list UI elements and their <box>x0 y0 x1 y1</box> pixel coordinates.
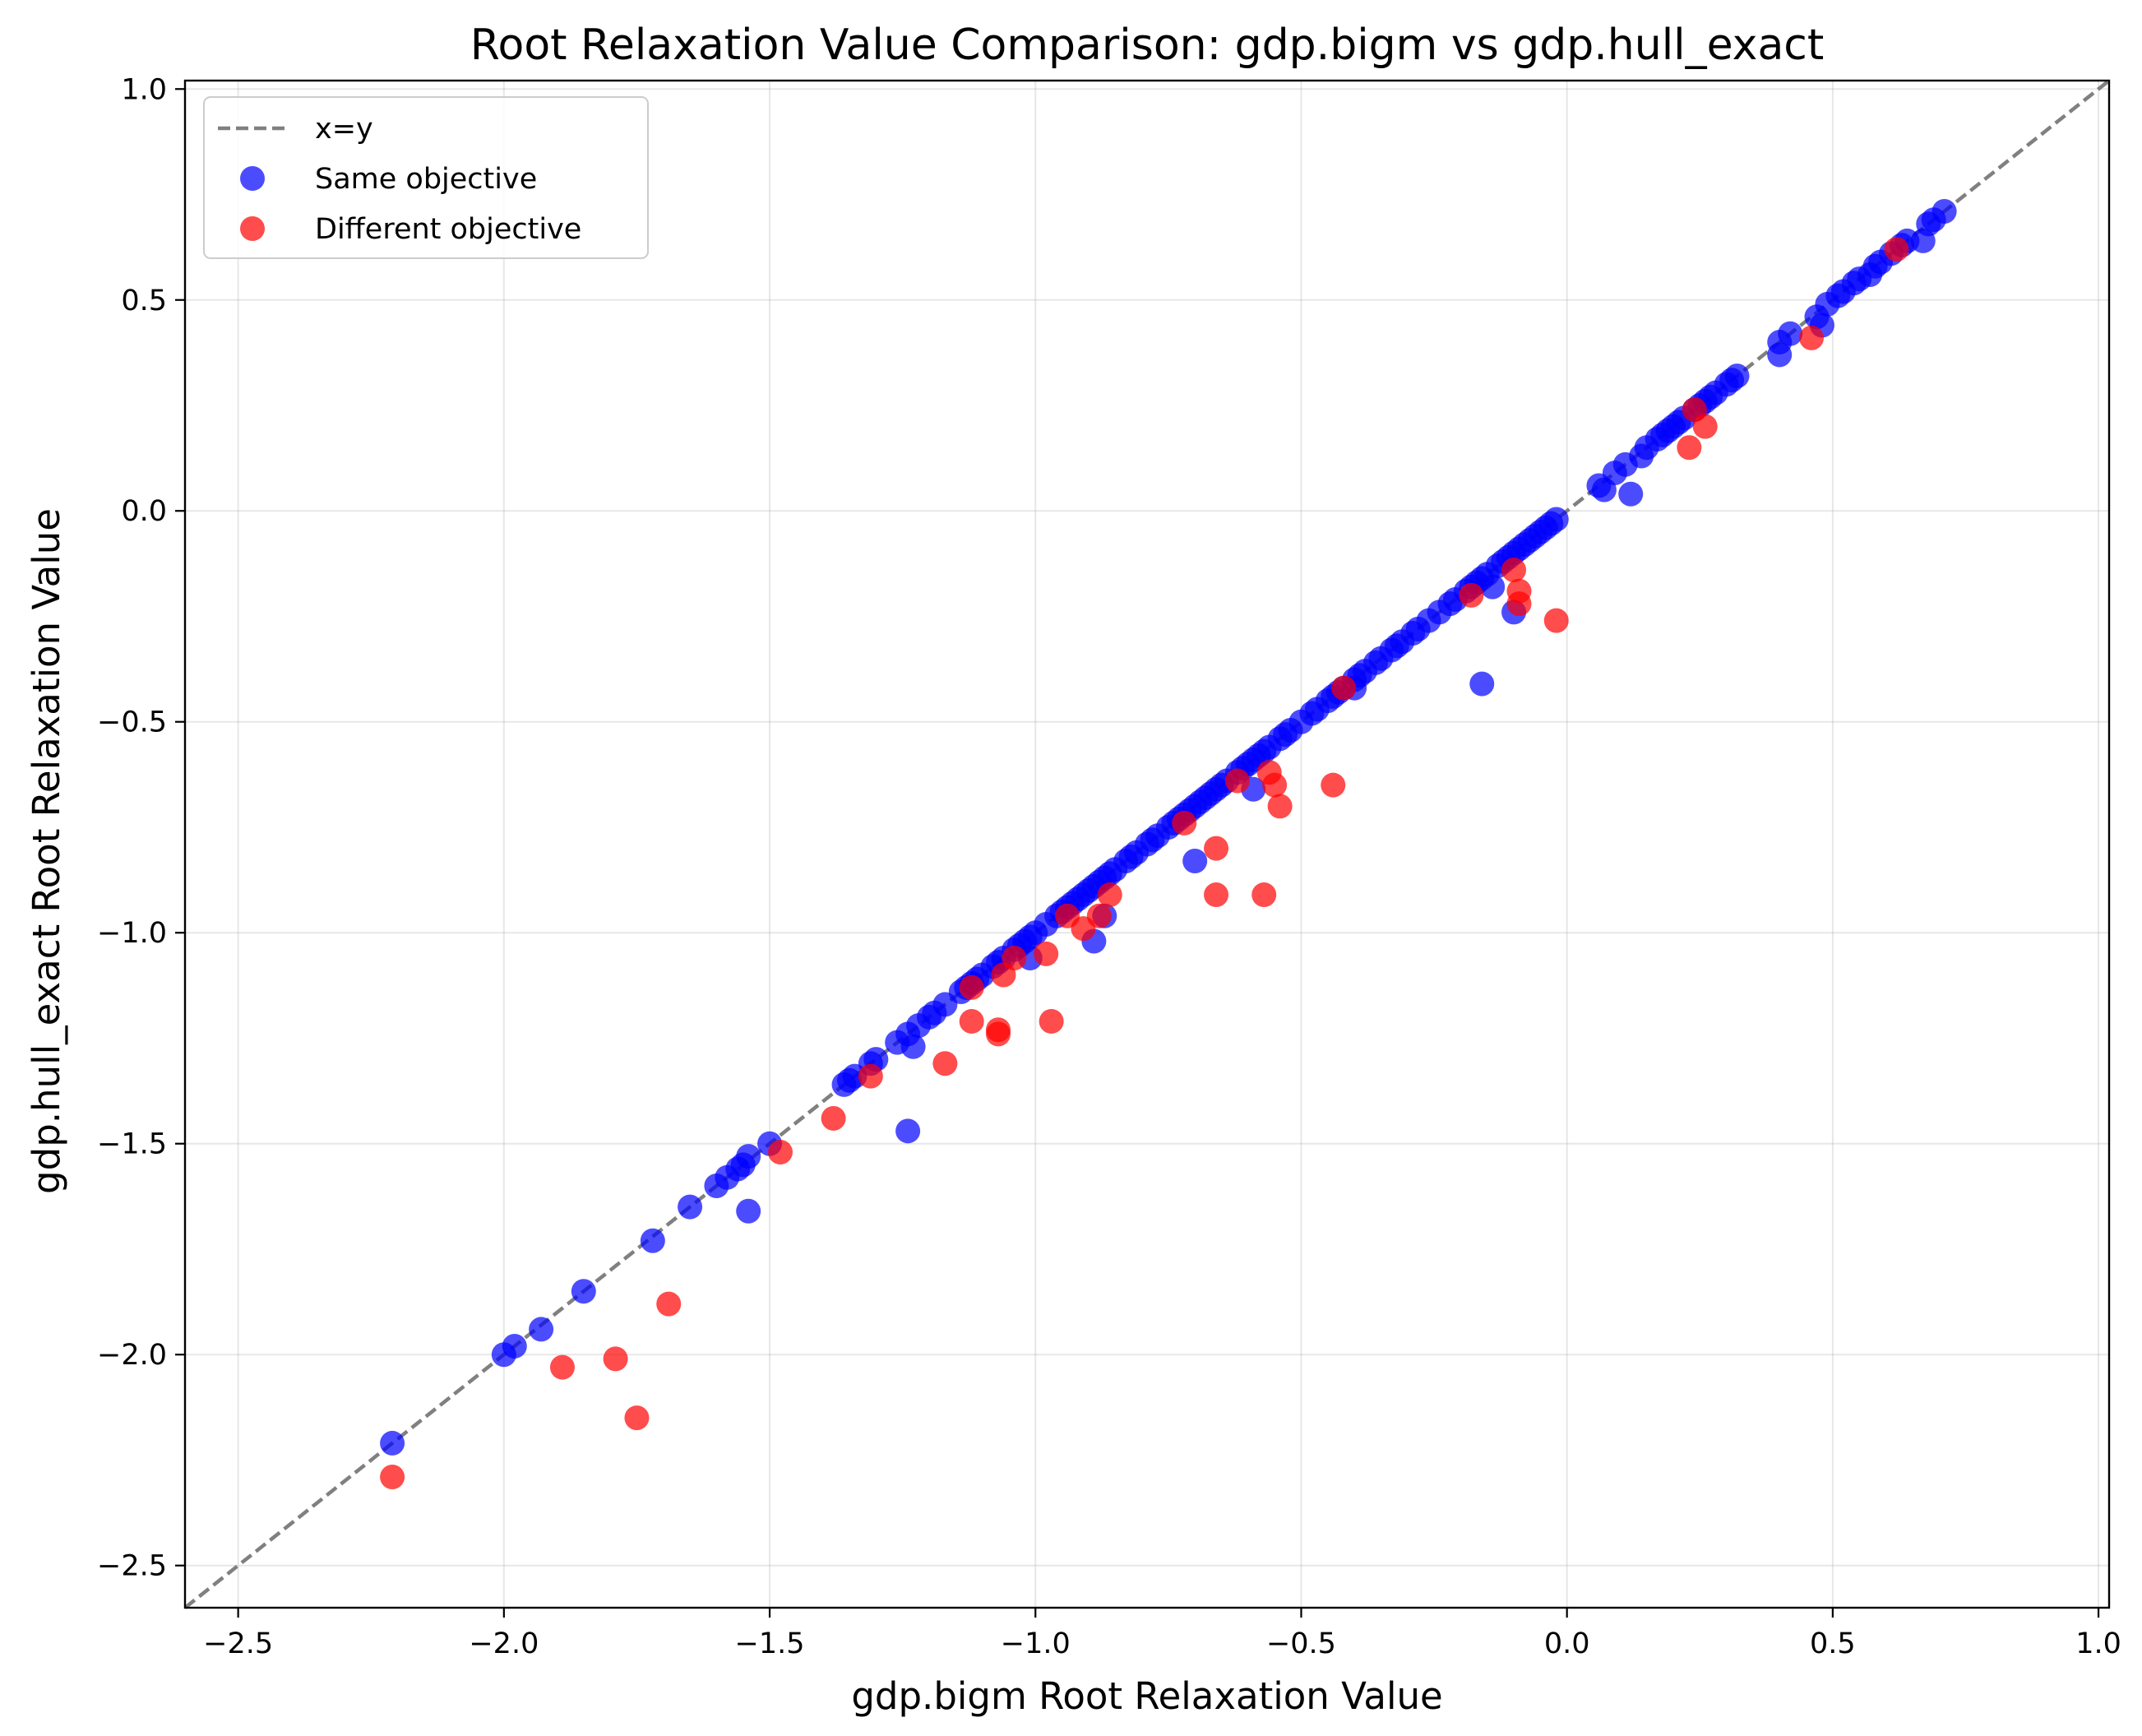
point-1-39 <box>1799 325 1825 350</box>
point-0-148 <box>1724 363 1750 389</box>
point-1-36 <box>1677 435 1702 461</box>
legend: x=y Same objective Different objective <box>203 96 649 259</box>
legend-box <box>203 96 649 259</box>
point-1-25 <box>1251 882 1277 908</box>
point-1-28 <box>1267 794 1293 819</box>
point-1-16 <box>1039 1008 1064 1034</box>
point-1-9 <box>959 974 984 1000</box>
point-1-0 <box>380 1464 405 1489</box>
point-1-14 <box>1002 946 1027 971</box>
legend-marker-different-objective <box>240 216 265 241</box>
point-0-22 <box>900 1034 926 1059</box>
point-1-2 <box>603 1346 628 1372</box>
point-1-22 <box>1204 836 1229 861</box>
point-0-168 <box>1932 199 1957 225</box>
point-0-2 <box>502 1333 527 1359</box>
point-0-3 <box>529 1317 554 1342</box>
point-0-127 <box>1543 507 1569 532</box>
point-0-112 <box>1469 671 1495 697</box>
point-0-114 <box>1480 574 1506 599</box>
point-1-32 <box>1501 558 1527 583</box>
point-1-1 <box>549 1354 575 1380</box>
x-tick-label-2: −1.5 <box>735 1627 805 1660</box>
point-0-12 <box>736 1198 761 1224</box>
point-1-6 <box>821 1105 846 1131</box>
x-tick-label-4: −0.5 <box>1266 1627 1336 1660</box>
point-1-10 <box>959 1008 984 1034</box>
point-1-19 <box>1086 903 1112 928</box>
legend-label-same-objective: Same objective <box>315 163 537 196</box>
point-1-35 <box>1543 608 1569 633</box>
point-0-0 <box>380 1430 405 1456</box>
point-1-40 <box>1884 237 1909 262</box>
legend-marker-same-objective <box>240 166 265 191</box>
point-0-132 <box>1618 481 1644 507</box>
x-tick-label-3: −1.0 <box>1001 1627 1071 1660</box>
y-tick-label-2: −1.5 <box>97 1128 167 1161</box>
legend-label-reference-line: x=y <box>315 113 373 146</box>
x-tick-label-7: 1.0 <box>2075 1627 2121 1660</box>
point-1-31 <box>1459 582 1484 608</box>
y-tick-label-5: 0.0 <box>121 495 167 528</box>
series-1 <box>380 237 1909 1489</box>
point-1-7 <box>858 1063 883 1089</box>
y-tick-label-6: 0.5 <box>121 285 167 317</box>
point-1-23 <box>1204 882 1229 908</box>
point-0-4 <box>571 1279 596 1304</box>
grid-lines <box>185 81 2109 1608</box>
point-0-21 <box>895 1118 921 1144</box>
point-1-27 <box>1262 772 1288 798</box>
point-1-29 <box>1321 772 1346 798</box>
y-tick-label-4: −0.5 <box>97 706 167 739</box>
x-tick-label-0: −2.5 <box>203 1627 273 1660</box>
point-0-151 <box>1778 321 1803 346</box>
point-1-12 <box>986 1021 1011 1047</box>
point-1-21 <box>1172 810 1197 836</box>
x-tick-label-6: 0.5 <box>1810 1627 1856 1660</box>
point-1-3 <box>624 1405 650 1431</box>
point-1-4 <box>656 1291 682 1317</box>
y-tick-label-0: −2.5 <box>97 1550 167 1583</box>
point-0-11 <box>736 1144 761 1169</box>
y-tick-label-3: −1.0 <box>97 917 167 950</box>
data-points <box>380 199 1957 1489</box>
y-tick-label-7: 1.0 <box>121 73 167 106</box>
point-1-30 <box>1331 675 1357 701</box>
point-1-38 <box>1692 414 1718 439</box>
plot-frame <box>183 79 2111 1609</box>
point-1-15 <box>1034 941 1059 966</box>
chart-title: Root Relaxation Value Comparison: gdp.bi… <box>470 21 1825 70</box>
x-tick-label-1: −2.0 <box>469 1627 539 1660</box>
y-tick-label-1: −2.0 <box>97 1339 167 1372</box>
point-1-20 <box>1097 882 1122 908</box>
legend-label-different-objective: Different objective <box>315 213 581 246</box>
point-0-5 <box>640 1228 665 1253</box>
y-axis-label: gdp.hull_exact Root Relaxation Value <box>25 508 68 1194</box>
point-1-24 <box>1224 768 1250 794</box>
point-1-5 <box>767 1139 793 1164</box>
x-tick-label-5: 0.0 <box>1544 1627 1590 1660</box>
point-1-8 <box>932 1051 958 1076</box>
point-0-6 <box>678 1194 703 1220</box>
point-0-68 <box>1182 849 1208 874</box>
x-axis-label: gdp.bigm Root Relaxation Value <box>851 1674 1442 1718</box>
point-1-34 <box>1506 591 1532 617</box>
axis-ticks: −2.5 −2.0 −1.5 −1.0 −0.5 0.0 0.5 1.0 −2.5 −2.0 −1.… <box>97 73 2121 1660</box>
